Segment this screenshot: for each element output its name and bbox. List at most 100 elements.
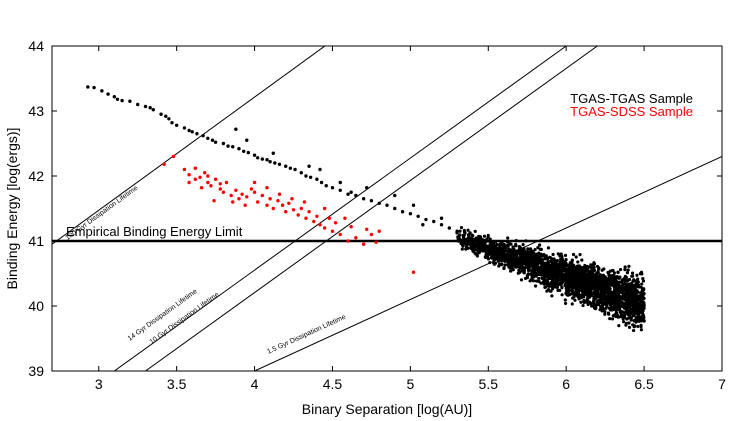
data-point [581, 303, 585, 308]
data-point [583, 272, 588, 276]
data-point [467, 236, 471, 240]
data-point [213, 140, 218, 144]
data-point [612, 294, 616, 298]
data-point [512, 262, 516, 266]
data-point [642, 301, 646, 305]
data-point [293, 167, 297, 172]
data-point [639, 323, 643, 327]
data-point [537, 271, 541, 275]
data-point [315, 214, 319, 218]
data-point [520, 253, 524, 257]
data-point [626, 313, 630, 317]
data-point [276, 199, 280, 203]
data-point [213, 177, 218, 181]
data-point [212, 199, 216, 203]
data-point [164, 114, 168, 118]
data-point [616, 270, 620, 274]
data-point [343, 216, 347, 220]
data-point [471, 249, 475, 253]
data-point [501, 248, 505, 252]
x-tick-label: 5 [406, 376, 414, 392]
data-point [525, 265, 529, 269]
data-point [564, 286, 568, 290]
data-point [614, 279, 618, 284]
data-point [330, 186, 335, 190]
data-point [574, 272, 578, 276]
data-point [535, 253, 539, 257]
data-point [606, 270, 610, 275]
data-point [580, 266, 584, 270]
x-tick-label: 6.5 [634, 376, 654, 392]
data-point [553, 284, 557, 289]
data-point [385, 203, 389, 207]
data-point [595, 284, 599, 288]
data-point [547, 260, 551, 264]
data-point [592, 291, 596, 295]
data-point [510, 251, 515, 255]
y-tick-label: 43 [28, 103, 44, 119]
data-point [607, 312, 611, 316]
data-point [526, 247, 530, 251]
data-point [518, 266, 522, 270]
data-point [611, 279, 615, 284]
data-point [477, 245, 481, 249]
data-point [458, 229, 462, 233]
data-point [591, 263, 595, 267]
data-point [597, 284, 602, 288]
data-point [273, 161, 277, 165]
data-point [563, 301, 568, 306]
y-tick-label: 42 [28, 168, 44, 184]
data-point [557, 264, 561, 268]
data-point [630, 307, 635, 311]
x-tick-label: 4 [251, 376, 259, 392]
data-point [629, 286, 633, 290]
data-point [466, 228, 470, 232]
data-point [635, 303, 639, 307]
data-point [534, 279, 538, 283]
data-point [455, 231, 459, 235]
data-point [634, 282, 638, 286]
data-point [201, 134, 205, 138]
data-point [526, 272, 531, 277]
data-point [637, 307, 641, 311]
data-point [494, 251, 498, 255]
data-point [546, 283, 550, 288]
data-point [322, 226, 327, 230]
data-point [496, 248, 500, 252]
data-point [623, 268, 627, 272]
data-point [231, 200, 235, 204]
data-point [627, 321, 631, 325]
data-point [582, 298, 586, 303]
data-point [439, 223, 444, 227]
data-point [632, 303, 637, 307]
data-point [595, 289, 599, 294]
data-point [319, 180, 324, 185]
data-point [603, 310, 607, 314]
data-point [567, 293, 571, 297]
data-point [226, 144, 230, 148]
data-point [307, 210, 311, 214]
x-tick-label: 6 [562, 376, 570, 392]
data-point [315, 177, 319, 181]
y-axis-title: Binding Energy [log(ergs)] [4, 128, 20, 290]
data-point [461, 238, 465, 243]
data-point [527, 267, 531, 271]
data-point [542, 272, 546, 276]
data-point [608, 317, 612, 321]
data-point [574, 255, 578, 259]
data-point [484, 249, 488, 253]
data-point [619, 313, 623, 317]
data-point [619, 285, 624, 289]
data-point [596, 299, 600, 303]
data-point [206, 174, 210, 178]
data-point [491, 242, 495, 246]
data-point [602, 280, 606, 284]
data-point [601, 294, 605, 298]
data-point [560, 276, 564, 280]
data-point [234, 127, 238, 131]
data-point [589, 272, 593, 276]
data-point [536, 267, 541, 271]
data-point [330, 229, 335, 233]
data-point [432, 219, 436, 224]
data-point [627, 325, 632, 329]
